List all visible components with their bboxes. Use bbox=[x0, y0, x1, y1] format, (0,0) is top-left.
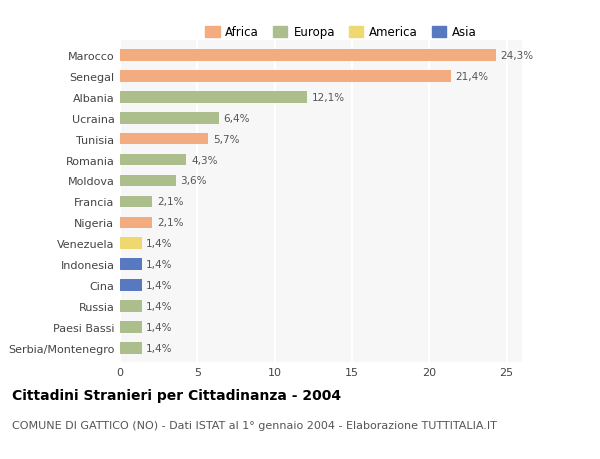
Bar bbox=[120, 113, 219, 124]
Text: 21,4%: 21,4% bbox=[455, 72, 488, 82]
Text: Cittadini Stranieri per Cittadinanza - 2004: Cittadini Stranieri per Cittadinanza - 2… bbox=[12, 388, 341, 402]
Bar bbox=[120, 134, 208, 145]
Bar bbox=[120, 259, 142, 270]
Bar bbox=[120, 321, 142, 333]
Bar bbox=[120, 196, 152, 207]
Text: 2,1%: 2,1% bbox=[157, 218, 184, 228]
Text: 6,4%: 6,4% bbox=[224, 113, 250, 123]
Text: 1,4%: 1,4% bbox=[146, 239, 173, 249]
Legend: Africa, Europa, America, Asia: Africa, Europa, America, Asia bbox=[200, 22, 482, 44]
Text: 4,3%: 4,3% bbox=[191, 155, 218, 165]
Bar bbox=[120, 238, 142, 249]
Bar bbox=[120, 71, 451, 83]
Bar bbox=[120, 301, 142, 312]
Bar bbox=[120, 280, 142, 291]
Bar bbox=[120, 155, 187, 166]
Bar bbox=[120, 50, 496, 62]
Text: COMUNE DI GATTICO (NO) - Dati ISTAT al 1° gennaio 2004 - Elaborazione TUTTITALIA: COMUNE DI GATTICO (NO) - Dati ISTAT al 1… bbox=[12, 420, 497, 430]
Text: 1,4%: 1,4% bbox=[146, 343, 173, 353]
Text: 5,7%: 5,7% bbox=[213, 134, 239, 145]
Text: 12,1%: 12,1% bbox=[312, 93, 345, 103]
Text: 3,6%: 3,6% bbox=[180, 176, 207, 186]
Text: 1,4%: 1,4% bbox=[146, 322, 173, 332]
Text: 2,1%: 2,1% bbox=[157, 197, 184, 207]
Text: 1,4%: 1,4% bbox=[146, 301, 173, 311]
Bar bbox=[120, 175, 176, 187]
Text: 1,4%: 1,4% bbox=[146, 280, 173, 291]
Text: 24,3%: 24,3% bbox=[500, 51, 533, 61]
Bar bbox=[120, 342, 142, 354]
Bar bbox=[120, 92, 307, 103]
Text: 1,4%: 1,4% bbox=[146, 259, 173, 269]
Bar bbox=[120, 217, 152, 229]
